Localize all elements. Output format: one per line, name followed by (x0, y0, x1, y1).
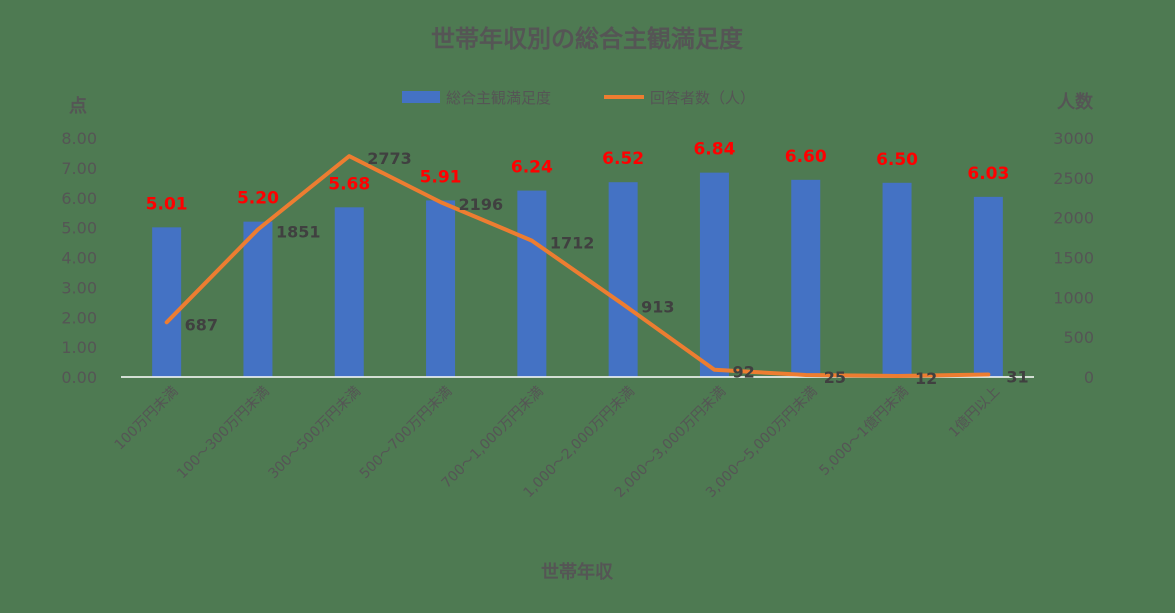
y-right-tick-label: 500 (1063, 328, 1094, 347)
line-data-label: 31 (1006, 368, 1028, 387)
y-right-tick-label: 1000 (1053, 288, 1094, 307)
bar (243, 221, 273, 377)
y-right-tick-label: 3000 (1053, 129, 1094, 148)
y-right-tick-label: 2000 (1053, 209, 1094, 228)
line-series (164, 154, 991, 378)
line-data-label: 92 (732, 363, 754, 382)
y-left-tick-label: 5.00 (61, 219, 97, 238)
line-data-label: 1712 (550, 234, 595, 253)
line-data-label: 2196 (459, 195, 504, 214)
line-data-label: 12 (915, 369, 937, 388)
bar-data-label: 6.52 (602, 149, 644, 169)
bar (334, 207, 364, 377)
y-axis-right-unit: 人数 (1057, 91, 1094, 113)
x-tick-label: 100万円未満 (112, 384, 182, 454)
y-axis-left: 0.00 1.00 2.00 3.00 4.00 5.00 6.00 7.00 8.00 (61, 129, 97, 387)
bar (608, 182, 638, 377)
line-point (986, 373, 990, 377)
bar-data-label: 6.84 (693, 140, 735, 160)
legend-bar-swatch (402, 91, 440, 103)
bar (882, 182, 912, 377)
bar-data-label: 5.20 (237, 189, 279, 209)
y-left-tick-label: 8.00 (61, 129, 97, 148)
line-data-label: 1851 (276, 223, 321, 242)
y-left-tick-label: 7.00 (61, 159, 97, 178)
line-point (804, 373, 808, 377)
x-axis-title: 世帯年収 (541, 561, 614, 583)
x-axis-ticks: 100万円未満100～300万円未満300～500万円未満500～700万円未満… (112, 384, 1004, 502)
y-axis-left-unit: 点 (69, 95, 87, 117)
y-left-tick-label: 0.00 (61, 368, 97, 387)
y-axis-right: 0 500 1000 1500 2000 2500 3000 (1053, 129, 1094, 387)
y-right-tick-label: 0 (1084, 368, 1094, 387)
line-point (439, 200, 443, 204)
line-data-label: 687 (185, 315, 218, 334)
x-tick-label: 500～700万円未満 (357, 384, 456, 483)
bar-data-label: 5.68 (328, 174, 370, 194)
line-point (895, 374, 899, 378)
line-point (347, 154, 351, 158)
bar (973, 196, 1003, 377)
line-point (165, 320, 169, 324)
line-data-label: 2773 (367, 149, 412, 168)
line-point (621, 302, 625, 306)
bar-data-label: 6.50 (876, 150, 918, 170)
y-right-tick-label: 2500 (1053, 169, 1094, 188)
bar-data-label: 6.60 (785, 147, 827, 167)
bar-data-label: 5.91 (420, 167, 462, 187)
bar (517, 190, 547, 377)
y-left-tick-label: 4.00 (61, 249, 97, 268)
bar-data-labels: 5.01 5.20 5.68 5.91 6.24 6.52 6.84 6.60 6.50 6.03 (146, 140, 1010, 215)
bar (699, 172, 729, 377)
bar-data-label: 5.01 (146, 194, 188, 214)
line-data-label: 913 (641, 297, 674, 316)
bar (426, 200, 456, 377)
bar (791, 179, 821, 377)
legend: 総合主観満足度 回答者数（人） (402, 89, 755, 107)
x-tick-label: 5,000～1億円未満 (816, 384, 911, 479)
y-left-tick-label: 1.00 (61, 338, 97, 357)
chart-title: 世帯年収別の総合主観満足度 (431, 25, 744, 53)
bar-data-label: 6.24 (511, 158, 553, 178)
x-tick-label: 300～500万円未満 (265, 384, 364, 483)
y-left-tick-label: 3.00 (61, 278, 97, 297)
line-point (530, 239, 534, 243)
legend-line-label: 回答者数（人） (650, 89, 755, 107)
bar-series (152, 172, 1003, 377)
bar-data-label: 6.03 (967, 164, 1009, 184)
line-point (712, 368, 716, 372)
x-tick-label: 700～1,000万円未満 (439, 384, 547, 492)
line-point (256, 228, 260, 232)
x-tick-label: 1億円以上 (946, 384, 1003, 441)
y-right-tick-label: 1500 (1053, 249, 1094, 268)
legend-bar-label: 総合主観満足度 (446, 89, 551, 107)
bar (152, 227, 182, 377)
line-data-label: 25 (824, 368, 846, 387)
y-left-tick-label: 6.00 (61, 189, 97, 208)
y-left-tick-label: 2.00 (61, 308, 97, 327)
line-data-labels: 687 1851 2773 2196 1712 913 92 25 12 31 (185, 149, 1029, 388)
x-tick-label: 100～300万円未満 (174, 384, 273, 483)
line-path (164, 154, 991, 378)
